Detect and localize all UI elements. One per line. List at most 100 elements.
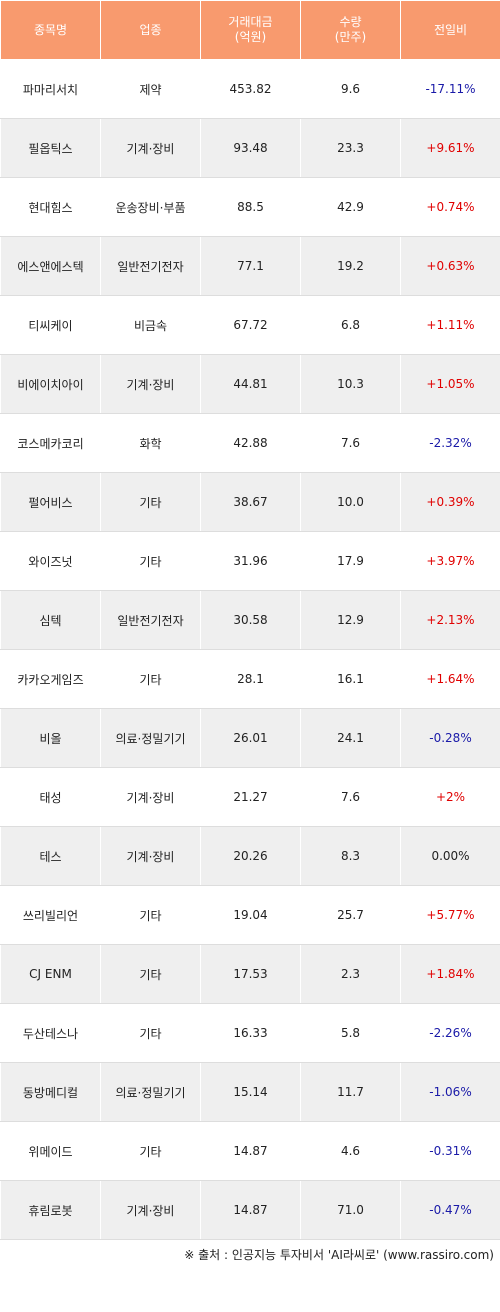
amount-cell: 17.53 (200, 944, 301, 1004)
stock-name-cell: 현대힘스 (0, 177, 101, 237)
sector-cell: 의료·정밀기기 (100, 1062, 201, 1122)
volume-cell: 19.2 (300, 236, 401, 296)
table-row: CJ ENM 기타 17.53 2.3 +1.84% (0, 944, 500, 1004)
stock-name-cell: 쓰리빌리언 (0, 885, 101, 945)
stock-name-cell: 휴림로봇 (0, 1180, 101, 1240)
amount-cell: 20.26 (200, 826, 301, 886)
amount-cell: 19.04 (200, 885, 301, 945)
volume-cell: 7.6 (300, 767, 401, 827)
change-cell: -17.11% (400, 59, 500, 119)
table-row: 동방메디컬 의료·정밀기기 15.14 11.7 -1.06% (0, 1062, 500, 1122)
header-amount: 거래대금 (억원) (200, 0, 301, 60)
stock-name-cell: 필옵틱스 (0, 118, 101, 178)
change-cell: +0.74% (400, 177, 500, 237)
amount-cell: 67.72 (200, 295, 301, 355)
table-row: 테스 기계·장비 20.26 8.3 0.00% (0, 826, 500, 886)
table-row: 필옵틱스 기계·장비 93.48 23.3 +9.61% (0, 118, 500, 178)
stock-name-cell: 코스메카코리 (0, 413, 101, 473)
sector-cell: 기타 (100, 944, 201, 1004)
stock-name-cell: 에스앤에스텍 (0, 236, 101, 296)
sector-cell: 기타 (100, 472, 201, 532)
amount-cell: 14.87 (200, 1121, 301, 1181)
sector-cell: 화학 (100, 413, 201, 473)
change-cell: -2.32% (400, 413, 500, 473)
volume-cell: 6.8 (300, 295, 401, 355)
volume-cell: 42.9 (300, 177, 401, 237)
source-footer: ※ 출처 : 인공지능 투자비서 'AI라씨로' (www.rassiro.co… (184, 1248, 494, 1262)
volume-cell: 17.9 (300, 531, 401, 591)
table-row: 태성 기계·장비 21.27 7.6 +2% (0, 767, 500, 827)
table-row: 비올 의료·정밀기기 26.01 24.1 -0.28% (0, 708, 500, 768)
change-cell: 0.00% (400, 826, 500, 886)
table-row: 펄어비스 기타 38.67 10.0 +0.39% (0, 472, 500, 532)
sector-cell: 운송장비·부품 (100, 177, 201, 237)
amount-cell: 16.33 (200, 1003, 301, 1063)
change-cell: +0.39% (400, 472, 500, 532)
amount-cell: 31.96 (200, 531, 301, 591)
change-cell: +3.97% (400, 531, 500, 591)
table-row: 현대힘스 운송장비·부품 88.5 42.9 +0.74% (0, 177, 500, 237)
volume-cell: 71.0 (300, 1180, 401, 1240)
table-row: 에스앤에스텍 일반전기전자 77.1 19.2 +0.63% (0, 236, 500, 296)
sector-cell: 기타 (100, 885, 201, 945)
sector-cell: 일반전기전자 (100, 590, 201, 650)
sector-cell: 비금속 (100, 295, 201, 355)
sector-cell: 기타 (100, 1003, 201, 1063)
header-name: 종목명 (0, 0, 101, 60)
amount-cell: 30.58 (200, 590, 301, 650)
amount-cell: 42.88 (200, 413, 301, 473)
volume-cell: 2.3 (300, 944, 401, 1004)
change-cell: +9.61% (400, 118, 500, 178)
stock-name-cell: 두산테스나 (0, 1003, 101, 1063)
table-row: 쓰리빌리언 기타 19.04 25.7 +5.77% (0, 885, 500, 945)
stock-name-cell: 파마리서치 (0, 59, 101, 119)
table-row: 카카오게임즈 기타 28.1 16.1 +1.64% (0, 649, 500, 709)
table-row: 코스메카코리 화학 42.88 7.6 -2.32% (0, 413, 500, 473)
amount-cell: 38.67 (200, 472, 301, 532)
amount-cell: 21.27 (200, 767, 301, 827)
header-volume: 수량 (만주) (300, 0, 401, 60)
amount-cell: 14.87 (200, 1180, 301, 1240)
amount-cell: 28.1 (200, 649, 301, 709)
volume-cell: 24.1 (300, 708, 401, 768)
sector-cell: 의료·정밀기기 (100, 708, 201, 768)
change-cell: -1.06% (400, 1062, 500, 1122)
change-cell: +2.13% (400, 590, 500, 650)
amount-cell: 44.81 (200, 354, 301, 414)
sector-cell: 기타 (100, 1121, 201, 1181)
table-row: 비에이치아이 기계·장비 44.81 10.3 +1.05% (0, 354, 500, 414)
stock-name-cell: 와이즈넛 (0, 531, 101, 591)
sector-cell: 기계·장비 (100, 1180, 201, 1240)
stock-name-cell: 카카오게임즈 (0, 649, 101, 709)
table-row: 와이즈넛 기타 31.96 17.9 +3.97% (0, 531, 500, 591)
volume-cell: 9.6 (300, 59, 401, 119)
sector-cell: 기계·장비 (100, 354, 201, 414)
amount-cell: 88.5 (200, 177, 301, 237)
table-row: 위메이드 기타 14.87 4.6 -0.31% (0, 1121, 500, 1181)
stock-name-cell: 티씨케이 (0, 295, 101, 355)
change-cell: +1.11% (400, 295, 500, 355)
volume-cell: 11.7 (300, 1062, 401, 1122)
stock-table: 종목명 업종 거래대금 (억원) 수량 (만주) 전일비 파마리서치 제약 453.… (0, 0, 500, 1240)
change-cell: -2.26% (400, 1003, 500, 1063)
header-sector: 업종 (100, 0, 201, 60)
table-row: 티씨케이 비금속 67.72 6.8 +1.11% (0, 295, 500, 355)
change-cell: +1.84% (400, 944, 500, 1004)
table-row: 심텍 일반전기전자 30.58 12.9 +2.13% (0, 590, 500, 650)
stock-name-cell: 비에이치아이 (0, 354, 101, 414)
table-row: 두산테스나 기타 16.33 5.8 -2.26% (0, 1003, 500, 1063)
volume-cell: 10.3 (300, 354, 401, 414)
header-change: 전일비 (400, 0, 500, 60)
amount-cell: 77.1 (200, 236, 301, 296)
sector-cell: 제약 (100, 59, 201, 119)
volume-cell: 25.7 (300, 885, 401, 945)
stock-name-cell: 테스 (0, 826, 101, 886)
volume-cell: 10.0 (300, 472, 401, 532)
stock-name-cell: 심텍 (0, 590, 101, 650)
stock-name-cell: 비올 (0, 708, 101, 768)
sector-cell: 일반전기전자 (100, 236, 201, 296)
stock-name-cell: 태성 (0, 767, 101, 827)
change-cell: +0.63% (400, 236, 500, 296)
header-row: 종목명 업종 거래대금 (억원) 수량 (만주) 전일비 (0, 0, 500, 60)
change-cell: +2% (400, 767, 500, 827)
